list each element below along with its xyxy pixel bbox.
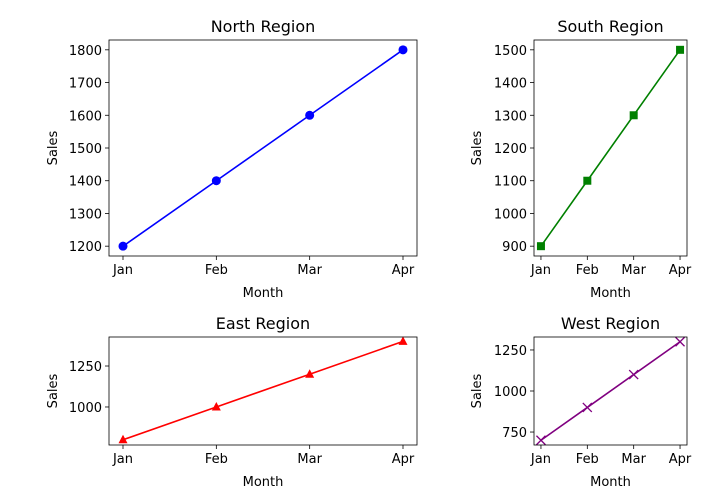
x-tick-label: Feb [205, 452, 228, 467]
data-point [398, 336, 408, 345]
y-tick-label: 1500 [494, 44, 527, 59]
y-tick-label: 1200 [69, 240, 102, 255]
data-point [628, 369, 639, 380]
subplot-south-region: South Region Jan Feb Mar Apr 900 1000 1100 1200 1… [470, 17, 692, 301]
x-axis-label: Month [243, 286, 284, 301]
data-point [676, 45, 685, 54]
y-tick-label: 1200 [494, 142, 527, 157]
y-tick-label: 1300 [69, 207, 102, 222]
y-tick-label: 1700 [69, 77, 102, 92]
y-tick-label: 1000 [494, 207, 527, 222]
data-point [398, 45, 408, 55]
x-axis-label: Month [590, 286, 631, 301]
chart-title: South Region [557, 17, 663, 36]
y-tick-label: 1400 [69, 175, 102, 190]
y-tick-label: 1000 [494, 385, 527, 400]
axes-frame [533, 39, 688, 257]
x-tick-label: Apr [669, 452, 692, 467]
data-point [629, 111, 638, 120]
x-tick-label: Feb [205, 263, 228, 278]
x-tick-label: Jan [530, 263, 551, 278]
data-point [118, 241, 128, 251]
data-point [535, 435, 546, 446]
data-point [305, 110, 315, 120]
series-line [540, 49, 681, 247]
axes-frame [108, 336, 418, 446]
y-axis-label: Sales [46, 373, 61, 408]
axes-frame [108, 39, 418, 257]
y-tick-label: 1250 [494, 344, 527, 359]
chart-title: North Region [211, 17, 316, 36]
series-line [540, 341, 681, 441]
y-tick-label: 750 [502, 426, 527, 441]
subplot-north-region: North Region Jan Feb Mar Apr 1200 1300 1400 1500… [46, 17, 418, 301]
data-point [583, 176, 592, 185]
y-axis-label: Sales [46, 130, 61, 165]
axes-frame [533, 336, 688, 446]
data-point [582, 402, 593, 413]
data-point [211, 176, 221, 186]
y-tick-label: 1000 [69, 401, 102, 416]
series-line [122, 49, 404, 247]
x-tick-label: Mar [297, 263, 322, 278]
x-tick-label: Apr [669, 263, 692, 278]
chart-title: East Region [216, 314, 310, 333]
data-point [675, 336, 686, 347]
chart-title: West Region [561, 314, 660, 333]
y-axis-label: Sales [470, 373, 485, 408]
x-axis-label: Month [243, 475, 284, 490]
subplot-west-region: West Region Jan Feb Mar Apr 750 1000 1250 Month S… [470, 314, 692, 490]
x-tick-label: Apr [392, 452, 415, 467]
x-tick-label: Feb [576, 452, 599, 467]
x-tick-label: Jan [112, 263, 133, 278]
x-tick-label: Feb [576, 263, 599, 278]
y-tick-label: 1300 [494, 109, 527, 124]
x-tick-label: Jan [530, 452, 551, 467]
x-tick-label: Mar [621, 452, 646, 467]
subplot-east-region: East Region Jan Feb Mar Apr 1000 1250 Month Sale… [46, 314, 418, 490]
x-tick-label: Jan [112, 452, 133, 467]
x-axis-label: Month [590, 475, 631, 490]
x-tick-label: Apr [392, 263, 415, 278]
data-point [305, 369, 315, 378]
y-tick-label: 900 [502, 240, 527, 255]
y-tick-label: 1600 [69, 109, 102, 124]
y-tick-label: 1500 [69, 142, 102, 157]
y-tick-label: 1250 [69, 360, 102, 375]
series-line [122, 340, 404, 441]
y-tick-label: 1800 [69, 44, 102, 59]
data-point [536, 242, 545, 251]
data-point [118, 434, 128, 444]
x-tick-label: Mar [621, 263, 646, 278]
y-axis-label: Sales [470, 130, 485, 165]
y-tick-label: 1400 [494, 77, 527, 92]
x-tick-label: Mar [297, 452, 322, 467]
y-tick-label: 1100 [494, 175, 527, 190]
data-point [211, 401, 221, 411]
